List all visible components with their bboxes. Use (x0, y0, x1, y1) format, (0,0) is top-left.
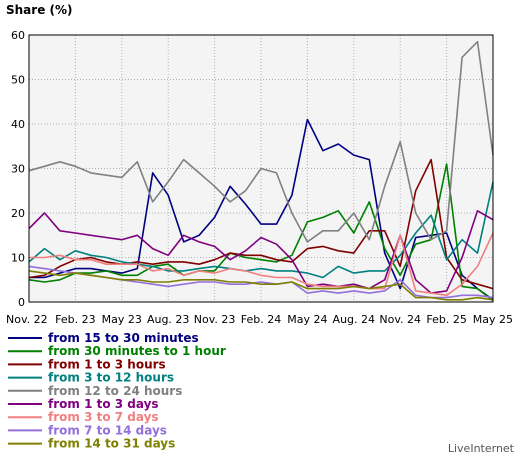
series-line-3 (28, 158, 494, 290)
legend-label-2: from 30 minutes to 1 hour (48, 344, 226, 358)
x-tick-label: Aug. 23 (147, 313, 189, 326)
x-tick-label: Nov. 22 (6, 313, 48, 326)
credit-text: LiveInternet (448, 442, 515, 455)
chart-title: Share (%) (6, 3, 73, 17)
x-tick-label: May 25 (473, 313, 513, 326)
legend-label-3: from 1 to 3 hours (48, 357, 166, 371)
y-tick-label: 20 (11, 207, 25, 220)
plot-frame (28, 34, 494, 303)
x-tick-label: May 24 (287, 313, 327, 326)
series-line-2 (28, 163, 494, 302)
legend-label-6: from 1 to 3 days (48, 397, 159, 411)
series-line-4 (28, 181, 494, 279)
x-tick-label: Nov. 23 (194, 313, 236, 326)
x-tick-label: Nov. 24 (379, 313, 421, 326)
x-tick-label: Aug. 24 (333, 313, 375, 326)
series-line-5 (28, 40, 494, 243)
legend-label-8: from 7 to 14 days (48, 423, 167, 437)
x-tick-label: Feb. 25 (426, 313, 466, 326)
plot-area: 0 10 20 30 40 50 60 Nov. 22 Feb. 23 May 23 Aug. 23… (6, 29, 513, 326)
x-tick-label: May 23 (102, 313, 142, 326)
y-tick-label: 60 (11, 29, 25, 42)
legend-label-7: from 3 to 7 days (48, 410, 159, 424)
y-tick-label: 0 (18, 296, 25, 309)
series-line-9 (28, 270, 494, 301)
y-tick-label: 40 (11, 118, 25, 131)
legend-label-9: from 14 to 31 days (48, 437, 175, 451)
legend-label-4: from 3 to 12 hours (48, 371, 174, 385)
x-tick-label: Feb. 23 (55, 313, 95, 326)
x-tick-label: Feb. 24 (241, 313, 281, 326)
legend-label-5: from 12 to 24 hours (48, 384, 182, 398)
series-line-7 (29, 232, 494, 297)
y-tick-label: 50 (11, 74, 25, 87)
legend-label-1: from 15 to 30 minutes (48, 331, 199, 345)
y-tick-label: 30 (11, 163, 25, 176)
series-line-6 (28, 210, 494, 294)
y-tick-label: 10 (11, 252, 25, 265)
